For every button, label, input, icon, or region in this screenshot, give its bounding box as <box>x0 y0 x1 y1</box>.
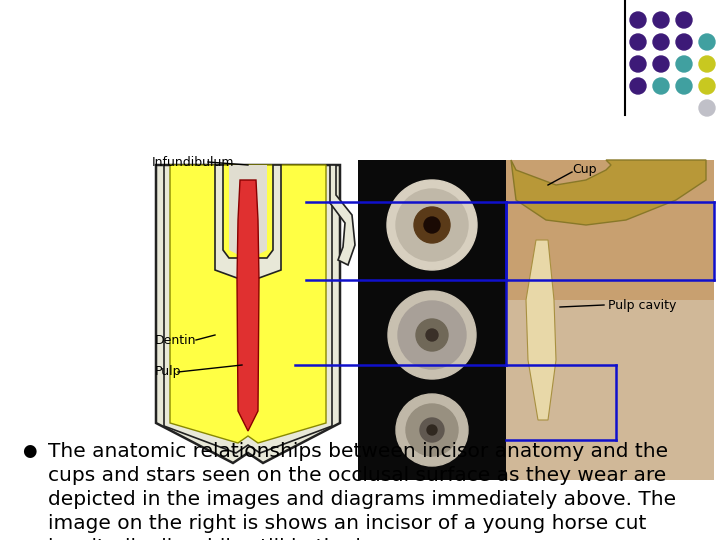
Text: image on the right is shows an incisor of a young horse cut: image on the right is shows an incisor o… <box>48 514 647 533</box>
Circle shape <box>676 56 692 72</box>
Text: cups and stars seen on the occlusal surface as they wear are: cups and stars seen on the occlusal surf… <box>48 466 666 485</box>
Text: Pulp: Pulp <box>155 366 181 379</box>
Polygon shape <box>237 180 259 431</box>
Circle shape <box>396 189 468 261</box>
Circle shape <box>630 34 646 50</box>
Circle shape <box>699 78 715 94</box>
Circle shape <box>653 56 669 72</box>
Circle shape <box>424 217 440 233</box>
Polygon shape <box>170 165 326 443</box>
Text: ●: ● <box>22 442 37 460</box>
Text: depicted in the images and diagrams immediately above. The: depicted in the images and diagrams imme… <box>48 490 676 509</box>
Circle shape <box>420 418 444 442</box>
Circle shape <box>676 34 692 50</box>
Circle shape <box>630 12 646 28</box>
Bar <box>358 160 506 480</box>
Text: Pulp cavity: Pulp cavity <box>608 299 676 312</box>
Circle shape <box>630 78 646 94</box>
Circle shape <box>676 12 692 28</box>
Polygon shape <box>229 165 267 260</box>
Circle shape <box>406 404 458 456</box>
Circle shape <box>427 425 437 435</box>
Text: Cup: Cup <box>572 164 596 177</box>
Circle shape <box>653 78 669 94</box>
Circle shape <box>414 207 450 243</box>
Circle shape <box>388 291 476 379</box>
Circle shape <box>398 301 466 369</box>
Circle shape <box>416 319 448 351</box>
Circle shape <box>426 329 438 341</box>
Circle shape <box>653 12 669 28</box>
Circle shape <box>699 34 715 50</box>
Text: The anatomic relationships between incisor anatomy and the: The anatomic relationships between incis… <box>48 442 668 461</box>
Bar <box>506 160 714 480</box>
Circle shape <box>676 78 692 94</box>
Polygon shape <box>330 165 355 265</box>
Text: Dentin: Dentin <box>155 334 197 347</box>
Bar <box>506 160 714 300</box>
Bar <box>506 300 714 480</box>
Polygon shape <box>156 165 340 463</box>
Circle shape <box>396 394 468 466</box>
Text: longitudinally while still in the jaw.: longitudinally while still in the jaw. <box>48 538 395 540</box>
Polygon shape <box>511 160 706 225</box>
Circle shape <box>699 100 715 116</box>
Circle shape <box>699 56 715 72</box>
Polygon shape <box>215 165 281 282</box>
Circle shape <box>653 34 669 50</box>
Polygon shape <box>526 240 556 420</box>
Text: Infundibulum: Infundibulum <box>152 156 235 168</box>
Circle shape <box>630 56 646 72</box>
Circle shape <box>387 180 477 270</box>
